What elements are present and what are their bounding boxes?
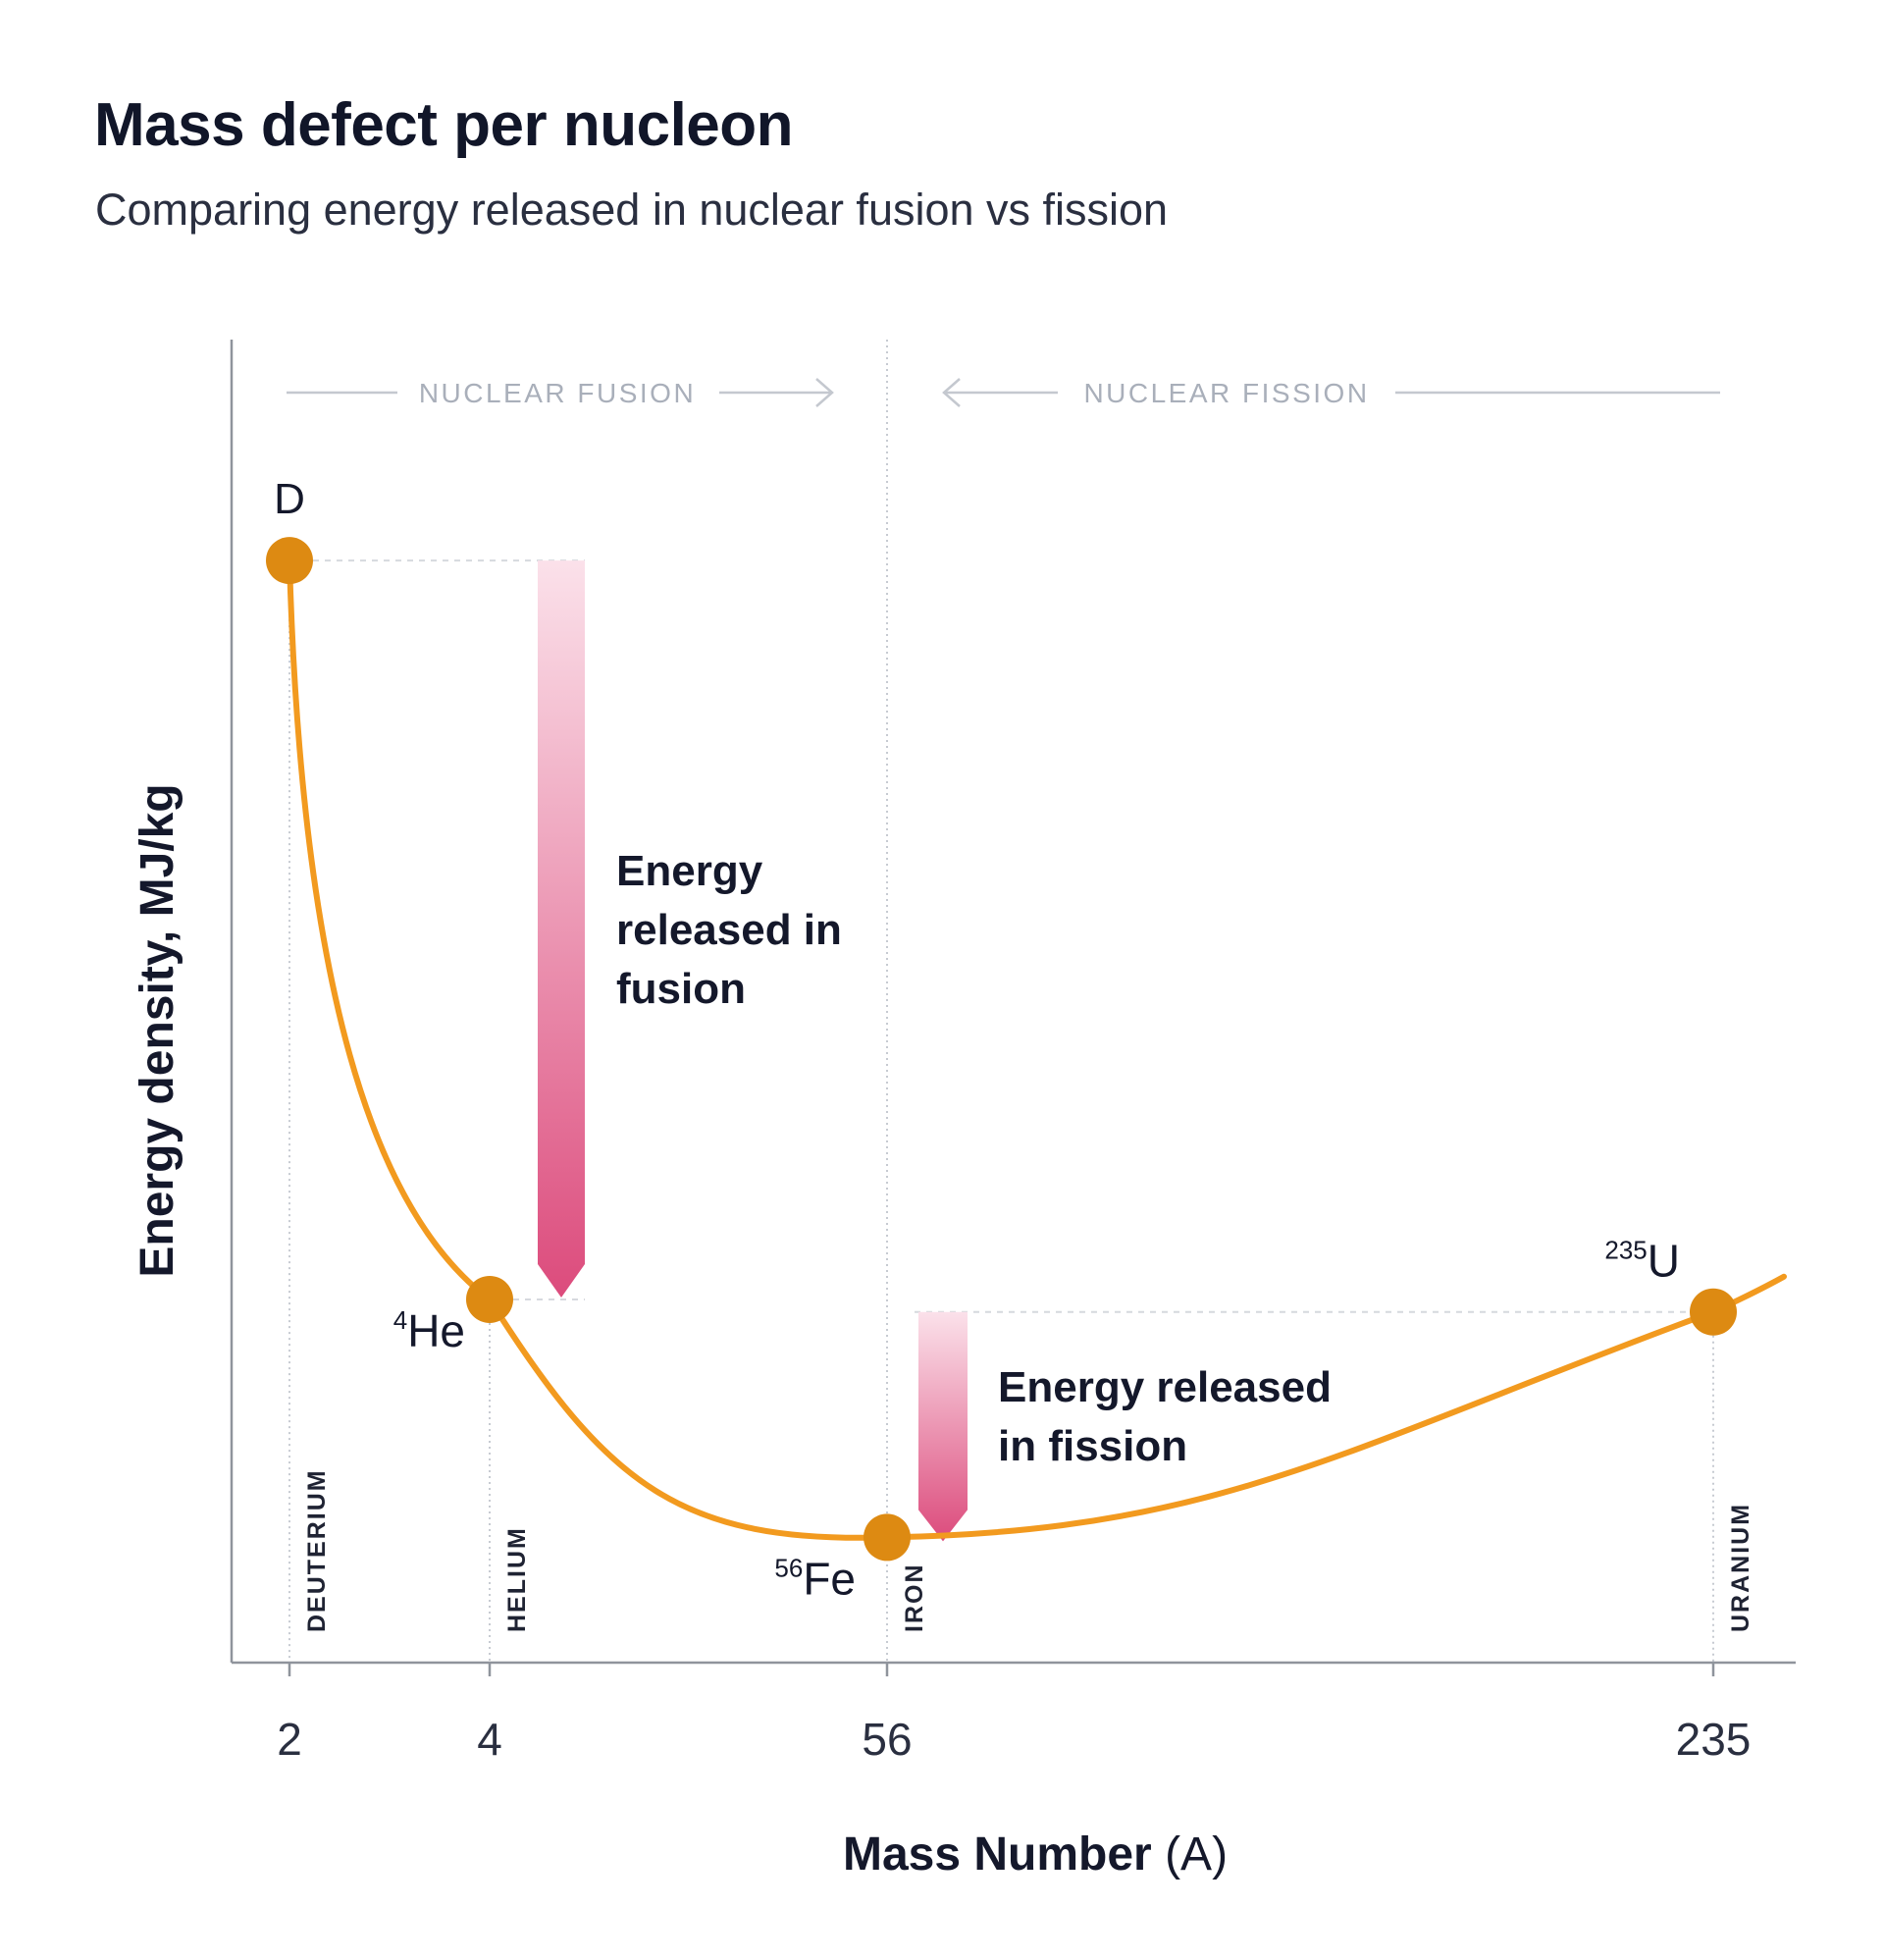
x-tick-label-4: 4	[477, 1714, 502, 1765]
binding-energy-curve	[287, 557, 1787, 1541]
x-tick-label-56: 56	[862, 1714, 912, 1765]
element-label-deuterium: DEUTERIUM	[303, 1468, 331, 1632]
y-axis-title: Energy density, MJ/kg	[131, 783, 183, 1277]
element-label-iron: IRON	[901, 1563, 928, 1633]
point-label-helium-symbol: He	[407, 1305, 465, 1356]
data-point-2	[266, 537, 313, 585]
element-label-uranium: URANIUM	[1727, 1503, 1754, 1632]
point-label-iron-mass-number: 56	[774, 1553, 803, 1582]
data-point-56	[864, 1513, 911, 1562]
chart-title: Mass defect per nucleon	[94, 91, 794, 159]
element-label-helium: HELIUM	[503, 1526, 531, 1632]
point-label-iron: 56Fe	[774, 1553, 856, 1604]
x-tick-label-2: 2	[277, 1714, 302, 1765]
fission-energy-arrow	[918, 1311, 968, 1542]
fusion-direction-arrowhead	[815, 378, 834, 407]
point-label-uranium-mass-number: 235	[1604, 1236, 1647, 1265]
data-point-4	[466, 1275, 513, 1323]
fission-energy-label-line-2: in fission	[998, 1422, 1187, 1470]
point-label-helium-mass-number: 4	[393, 1305, 407, 1335]
x-tick-label-235: 235	[1676, 1714, 1752, 1765]
chart-subtitle: Comparing energy released in nuclear fus…	[95, 185, 1169, 235]
data-point-235	[1690, 1288, 1737, 1336]
fusion-energy-arrow	[538, 560, 585, 1298]
region-label-fusion: NUCLEAR FUSION	[419, 378, 696, 408]
fission-energy-label-line-1: Energy released	[998, 1363, 1332, 1411]
region-label-fission: NUCLEAR FISSION	[1083, 378, 1369, 408]
x-axis-title-unit: (A)	[1165, 1828, 1228, 1881]
fusion-energy-label-line-1: Energy	[616, 847, 763, 895]
point-label-uranium: 235U	[1604, 1236, 1680, 1287]
x-axis-title: Mass Number (A)	[843, 1828, 1228, 1881]
point-label-helium: 4He	[393, 1305, 465, 1356]
point-label-uranium-symbol: U	[1648, 1236, 1680, 1287]
x-axis-title-main: Mass Number	[843, 1828, 1165, 1881]
fusion-energy-label-line-2: released in	[616, 906, 842, 954]
fusion-energy-label-line-3: fusion	[616, 965, 746, 1013]
point-label-iron-symbol: Fe	[803, 1553, 856, 1604]
point-label-deuterium: D	[274, 475, 305, 523]
